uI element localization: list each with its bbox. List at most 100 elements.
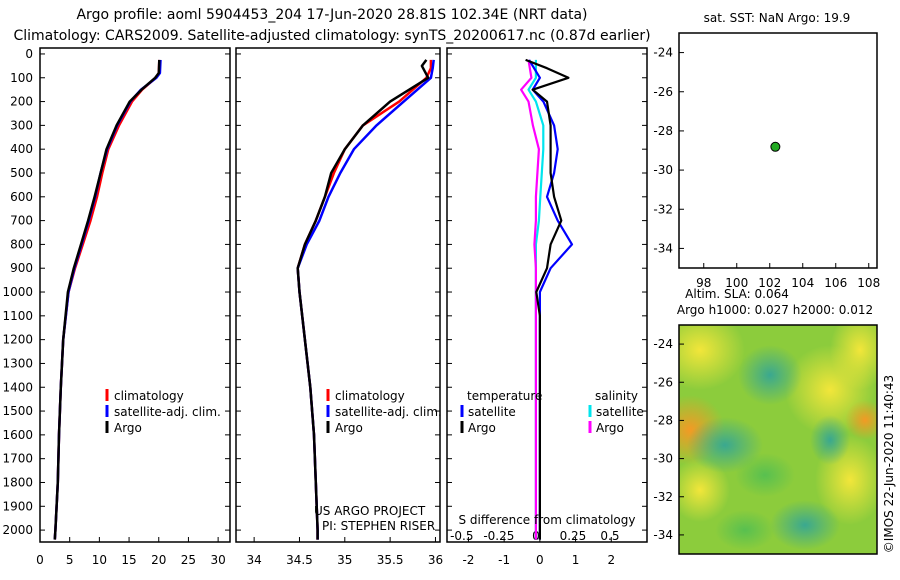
sla-subtitle: Argo h1000: 0.027 h2000: 0.012 (677, 303, 873, 317)
legend-label-argo: Argo (335, 421, 363, 435)
x-tick-label: 30 (210, 553, 225, 567)
depth-tick-label: 1300 (2, 356, 33, 370)
legend-label-climatology: climatology (335, 389, 405, 403)
x-tick-label: 34 (246, 553, 261, 567)
depth-tick-label: 1900 (2, 499, 33, 513)
s-difference-tick-label: -0.5 (450, 529, 473, 543)
x-tick-label: 0 (36, 553, 44, 567)
imos-timestamp: ©IMOS 22-Jun-2020 11:40:43 (882, 375, 896, 553)
legend-label-sal-argo: Argo (596, 421, 624, 435)
map-x-tick-label: 108 (857, 276, 880, 290)
sla-y-tick-label: -30 (653, 452, 673, 466)
legend-label-sal-satellite: satellite (596, 405, 644, 419)
salinity-panel: 34 34.5 35 35.5 36 climatology satellite-adj… (235, 47, 443, 567)
sla-map: Altim. SLA: 0.064 Argo h1000: 0.027 h200… (653, 287, 896, 555)
map-x-tick-label: 106 (824, 276, 847, 290)
s-difference-caption: S difference from climatology (459, 513, 636, 527)
depth-tick-label: 600 (10, 190, 33, 204)
map-x-tick-label: 102 (758, 276, 781, 290)
temperature-legend: climatology satellite-adj. clim. Argo (105, 389, 221, 435)
x-tick-label: 0 (536, 553, 544, 567)
salinity-axes-frame (235, 47, 441, 543)
depth-tick-label: 1800 (2, 475, 33, 489)
sla-y-tick-label: -26 (653, 375, 673, 389)
x-tick-label: 36 (428, 553, 443, 567)
depth-tick-label: 1200 (2, 333, 33, 347)
argo-position-marker (770, 141, 781, 152)
map-x-tick-label: 104 (791, 276, 814, 290)
x-tick-label: 25 (181, 553, 196, 567)
x-tick-label: 10 (92, 553, 107, 567)
salinity-argo-line (296, 59, 430, 540)
depth-tick-label: 0 (25, 47, 33, 61)
x-tick-label: 35 (337, 553, 352, 567)
map-axes: -24 -26 -28 -30 -32 -34 98 100 102 104 106 108 (653, 46, 880, 290)
map-y-tick-label: -28 (653, 124, 673, 138)
map-frame (678, 32, 878, 269)
map-y-tick-label: -32 (653, 202, 673, 216)
depth-tick-label: 900 (10, 261, 33, 275)
difference-axes-frame (446, 47, 648, 543)
depth-tick-label: 300 (10, 118, 33, 132)
temperature-climatology-line (53, 59, 161, 540)
sla-y-tick-label: -24 (653, 337, 673, 351)
depth-axis: 0 100 200 300 400 500 600 700 800 900 1000 1100 1200… (2, 47, 647, 537)
depth-tick-label: 1400 (2, 380, 33, 394)
map-y-tick-label: -34 (653, 241, 673, 255)
map-x-tick-label: 98 (696, 276, 711, 290)
sla-y-tick-label: -28 (653, 413, 673, 427)
map-x-tick-label: 100 (725, 276, 748, 290)
legend-label-temp-argo: Argo (468, 421, 496, 435)
depth-tick-label: 1700 (2, 452, 33, 466)
map-y-tick-label: -24 (653, 46, 673, 60)
depth-tick-label: 1500 (2, 404, 33, 418)
difference-panel: -2 -1 0 1 2 -0.5 -0.25 0 0.25 0.5 temperature sa… (446, 47, 648, 567)
temperature-argo-line (53, 59, 161, 540)
x-tick-label: 2 (607, 553, 615, 567)
depth-tick-label: 200 (10, 95, 33, 109)
legend-label-argo: Argo (114, 421, 142, 435)
sla-y-tick-label: -34 (653, 528, 673, 542)
sla-title: Altim. SLA: 0.064 (685, 287, 789, 301)
difference-lines (519, 58, 574, 540)
figure-title-line2: Climatology: CARS2009. Satellite-adjuste… (13, 28, 650, 44)
sla-frame (678, 324, 878, 555)
difference-legend: temperature salinity satellite Argo sate… (460, 389, 644, 435)
salinity-diff-argo-line (519, 59, 541, 540)
depth-tick-label: 500 (10, 166, 33, 180)
s-difference-tick-label: 0.25 (560, 529, 587, 543)
figure-title-line1: Argo profile: aoml 5904453_204 17-Jun-20… (76, 7, 587, 23)
legend-title-temperature: temperature (467, 389, 542, 403)
salinity-lines (296, 59, 435, 540)
s-difference-tick-label: -0.25 (483, 529, 514, 543)
depth-tick-label: 2000 (2, 523, 33, 537)
temperature-x-axis: 0 5 10 15 20 25 30 (36, 537, 226, 567)
x-tick-label: 20 (151, 553, 166, 567)
x-tick-label: -1 (498, 553, 510, 567)
map-title: sat. SST: NaN Argo: 19.9 (704, 11, 851, 25)
credit-project: US ARGO PROJECT (314, 504, 426, 518)
depth-tick-label: 400 (10, 142, 33, 156)
x-tick-label: 34.5 (286, 553, 313, 567)
sla-heatmap (679, 325, 877, 554)
x-tick-label: 15 (121, 553, 136, 567)
temperature-satellite-line (53, 59, 162, 540)
depth-tick-label: 1600 (2, 428, 33, 442)
sla-axes: -24 -26 -28 -30 -32 -34 (653, 337, 684, 542)
temperature-diff-argo-line (525, 58, 570, 540)
legend-title-salinity: salinity (595, 389, 638, 403)
sla-y-tick-label: -32 (653, 490, 673, 504)
map-y-tick-label: -26 (653, 85, 673, 99)
temperature-lines (53, 59, 162, 540)
salinity-x-axis: 34 34.5 35 35.5 36 (246, 537, 443, 567)
legend-label-satellite: satellite-adj. clim. (114, 405, 221, 419)
temperature-panel: 0100200300400500600700800900100011001200… (2, 47, 647, 567)
x-tick-label: 35.5 (377, 553, 404, 567)
credit-pi: PI: STEPHEN RISER (322, 519, 435, 533)
depth-tick-label: 800 (10, 237, 33, 251)
depth-tick-label: 1100 (2, 309, 33, 323)
depth-tick-label: 100 (10, 71, 33, 85)
salinity-satellite-line (296, 59, 435, 540)
location-map: sat. SST: NaN Argo: 19.9 -24 -26 -28 -30 -32… (653, 11, 880, 290)
